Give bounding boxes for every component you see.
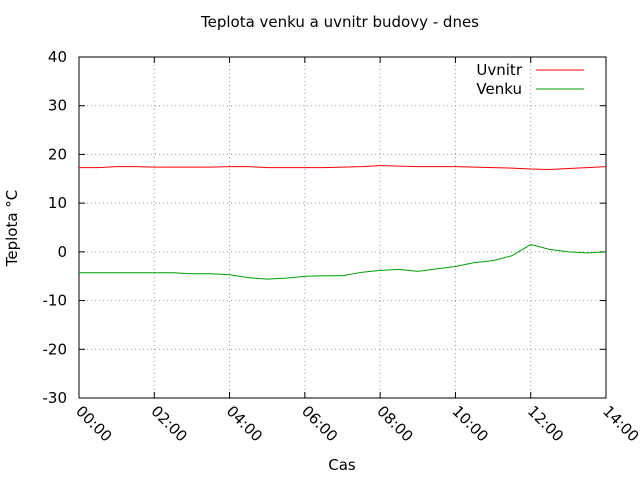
chart-title: Teplota venku a uvnitr budovy - dnes [200, 13, 479, 31]
y-tick-label: 10 [48, 194, 67, 212]
x-tick-label: 08:00 [373, 402, 416, 445]
plot-frame [78, 56, 607, 399]
x-tick-label: 12:00 [524, 402, 567, 445]
y-tick-label: -30 [43, 389, 68, 407]
legend-label: Venku [476, 80, 522, 98]
x-tick-label: 02:00 [147, 402, 190, 445]
y-tick-label: -10 [43, 292, 68, 310]
legend-label: Uvnitr [476, 61, 522, 79]
y-tick-label: 20 [48, 145, 67, 163]
x-tick-label: 04:00 [223, 402, 266, 445]
y-tick-label: 30 [48, 97, 67, 115]
y-tick-label: 40 [48, 48, 67, 66]
x-tick-label: 06:00 [298, 402, 341, 445]
x-tick-label: 14:00 [599, 402, 640, 445]
data-line [79, 165, 607, 171]
y-tick-label: 0 [57, 243, 67, 261]
x-axis-label: Cas [328, 456, 356, 474]
y-tick-label: -20 [43, 340, 68, 358]
x-tick-label: 00:00 [72, 402, 115, 445]
data-line [79, 244, 607, 280]
y-axis-label: Teplota °C [3, 190, 21, 268]
x-tick-label: 10:00 [449, 402, 492, 445]
